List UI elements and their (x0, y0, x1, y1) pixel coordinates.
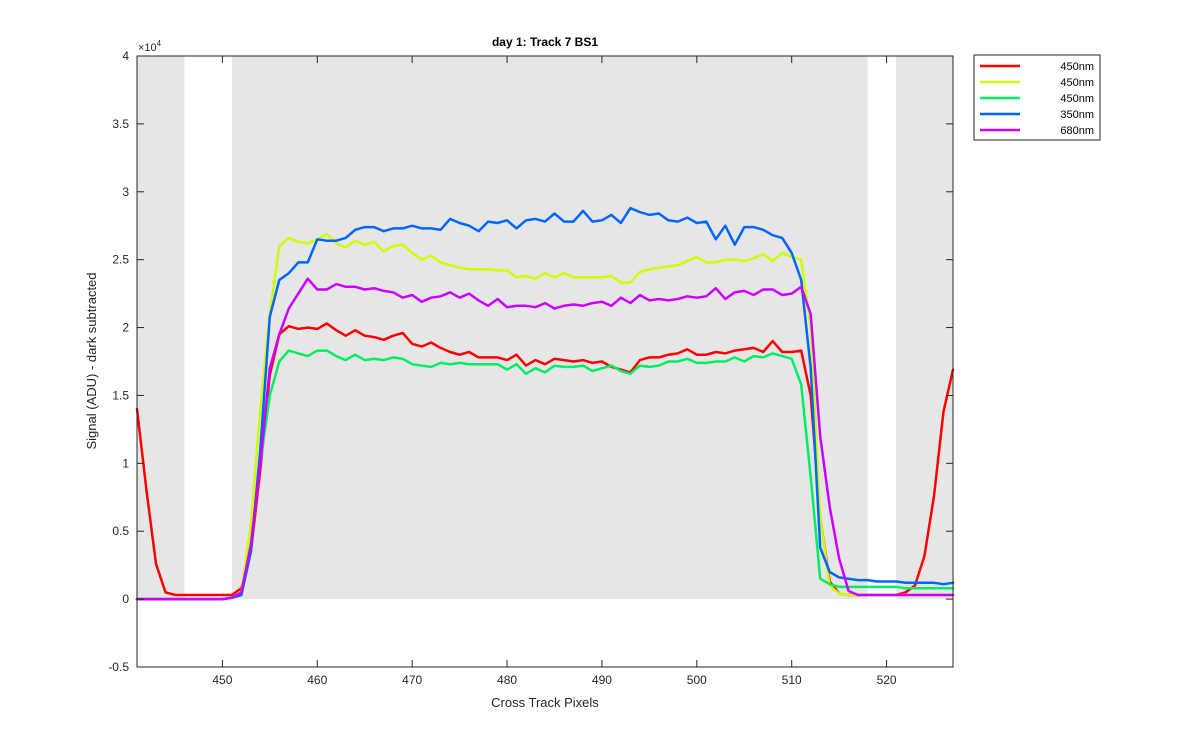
y-tick-label: 0 (122, 592, 129, 606)
legend-items: 450nm 450nm 450nm 350nm 680nm (980, 61, 1094, 137)
x-tick-label: 470 (402, 673, 422, 687)
legend-label-3: 350nm (1060, 109, 1094, 121)
y-tick-label: 0.5 (112, 524, 129, 538)
chart-title: day 1: Track 7 BS1 (492, 35, 598, 49)
x-tick-label: 490 (592, 673, 612, 687)
shaded-region-0 (137, 56, 185, 600)
y-exponent-label: ×104 (138, 39, 162, 54)
axes-box (136, 55, 954, 668)
legend[interactable]: 450nm 450nm 450nm 350nm 680nm (973, 54, 1101, 141)
shaded-regions (137, 56, 953, 600)
legend-label-0: 450nm (1060, 61, 1094, 73)
y-tick-label: 4 (122, 49, 129, 63)
plot-area: 450 460 470 480 490 500 510 520 -0.5 0 0.5 1 1.5 2 2.… (108, 49, 955, 687)
x-tick-label: 510 (782, 673, 802, 687)
y-axis-ticks: -0.5 0 0.5 1 1.5 2 2.5 3 3.5 4 (108, 49, 953, 674)
shaded-region-1 (231, 56, 868, 600)
legend-label-4: 680nm (1060, 125, 1094, 137)
x-axis-label: Cross Track Pixels (491, 695, 599, 710)
y-tick-label: 2.5 (112, 253, 129, 267)
x-axis-ticks: 450 460 470 480 490 500 510 520 (212, 56, 897, 687)
x-tick-label: 500 (687, 673, 707, 687)
x-tick-label: 480 (497, 673, 517, 687)
series-line-3 (135, 206, 955, 601)
y-tick-label: -0.5 (108, 660, 129, 674)
y-tick-label: 1.5 (112, 388, 129, 402)
x-tick-label: 460 (307, 673, 327, 687)
y-axis-label: Signal (ADU) - dark subtracted (84, 272, 99, 449)
legend-label-1: 450nm (1060, 77, 1094, 89)
y-tick-label: 3 (122, 185, 129, 199)
series-line-1 (135, 232, 955, 601)
x-tick-label: 520 (877, 673, 897, 687)
x-tick-label: 450 (212, 673, 232, 687)
series-line-2 (135, 349, 955, 601)
y-tick-label: 3.5 (112, 117, 129, 131)
series-lines (135, 206, 955, 601)
y-tick-label: 2 (122, 321, 129, 335)
shaded-region-2 (896, 56, 953, 600)
y-tick-label: 1 (122, 456, 129, 470)
legend-label-2: 450nm (1060, 93, 1094, 105)
series-line-4 (135, 277, 955, 601)
